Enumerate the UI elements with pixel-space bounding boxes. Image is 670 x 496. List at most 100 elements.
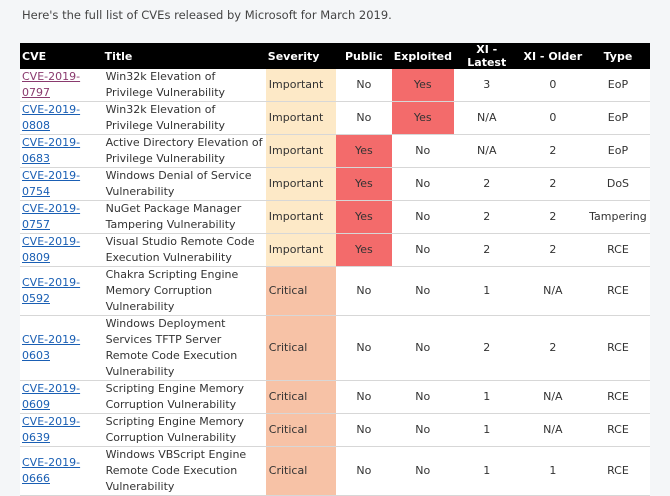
xi-latest-cell: N/A: [453, 134, 520, 168]
public-cell: Yes: [336, 167, 392, 201]
type-cell: EoP: [585, 69, 650, 102]
xi-older-cell: 2: [519, 167, 586, 201]
title-cell: Windows VBScript Engine Remote Code Exec…: [102, 446, 266, 496]
header-xi-latest: XI - Latest: [453, 43, 520, 69]
table-row: CVE-2019-0754 Windows Denial of Service V…: [20, 167, 650, 201]
table-row: CVE-2019-0797 Win32k Elevation of Privile…: [20, 69, 650, 102]
type-cell: RCE: [585, 413, 650, 447]
xi-latest-cell: 3: [453, 69, 520, 102]
cve-table: CVE Title Severity Public Exploited XI -…: [20, 43, 650, 496]
table-row: CVE-2019-0609 Scripting Engine Memory Cor…: [20, 380, 650, 414]
title-cell: Scripting Engine Memory Corruption Vulne…: [102, 413, 266, 447]
xi-latest-cell: 1: [453, 413, 520, 447]
title-cell: Chakra Scripting Engine Memory Corruptio…: [102, 266, 266, 316]
table-header-row: CVE Title Severity Public Exploited XI -…: [20, 43, 650, 69]
cve-link[interactable]: CVE-2019-0683: [22, 136, 81, 165]
xi-latest-cell: 1: [453, 380, 520, 414]
cve-link[interactable]: CVE-2019-0603: [22, 333, 81, 362]
title-cell: Windows Denial of Service Vulnerability: [102, 167, 266, 201]
page: Here's the full list of CVEs released by…: [20, 8, 650, 496]
xi-older-cell: 0: [519, 101, 586, 135]
header-severity: Severity: [265, 43, 336, 69]
severity-cell: Important: [265, 134, 336, 168]
exploited-cell: Yes: [391, 69, 454, 102]
type-cell: RCE: [585, 446, 650, 496]
intro-text: Here's the full list of CVEs released by…: [22, 8, 392, 22]
severity-cell: Important: [265, 200, 336, 234]
public-cell: No: [336, 101, 392, 135]
exploited-cell: No: [391, 380, 454, 414]
exploited-cell: Yes: [391, 101, 454, 135]
severity-cell: Important: [265, 69, 336, 102]
cve-cell: CVE-2019-0666: [20, 446, 103, 496]
public-cell: No: [336, 446, 392, 496]
xi-older-cell: 2: [519, 233, 586, 267]
severity-cell: Critical: [265, 380, 336, 414]
xi-latest-cell: 2: [453, 315, 520, 381]
cve-link[interactable]: CVE-2019-0639: [22, 415, 81, 444]
exploited-cell: No: [391, 413, 454, 447]
xi-latest-cell: 1: [453, 446, 520, 496]
public-cell: No: [336, 69, 392, 102]
xi-latest-cell: 2: [453, 233, 520, 267]
table-row: CVE-2019-0809 Visual Studio Remote Code E…: [20, 233, 650, 267]
exploited-cell: No: [391, 446, 454, 496]
cve-link[interactable]: CVE-2019-0809: [22, 235, 81, 264]
cve-link[interactable]: CVE-2019-0797: [22, 70, 81, 99]
xi-older-cell: N/A: [519, 413, 586, 447]
title-cell: NuGet Package Manager Tampering Vulnerab…: [102, 200, 266, 234]
xi-latest-cell: 2: [453, 167, 520, 201]
severity-cell: Critical: [265, 315, 336, 381]
title-cell: Windows Deployment Services TFTP Server …: [102, 315, 266, 381]
cve-cell: CVE-2019-0808: [20, 101, 103, 135]
header-xi-older: XI - Older: [519, 43, 586, 69]
table-row: CVE-2019-0639 Scripting Engine Memory Cor…: [20, 413, 650, 447]
title-cell: Scripting Engine Memory Corruption Vulne…: [102, 380, 266, 414]
header-title: Title: [102, 43, 266, 69]
table-row: CVE-2019-0757 NuGet Package Manager Tampe…: [20, 200, 650, 234]
cve-link[interactable]: CVE-2019-0754: [22, 169, 81, 198]
exploited-cell: No: [391, 167, 454, 201]
severity-cell: Critical: [265, 446, 336, 496]
cve-link[interactable]: CVE-2019-0666: [22, 456, 81, 485]
header-public: Public: [336, 43, 392, 69]
cve-link[interactable]: CVE-2019-0592: [22, 276, 81, 305]
xi-latest-cell: N/A: [453, 101, 520, 135]
type-cell: RCE: [585, 380, 650, 414]
public-cell: Yes: [336, 134, 392, 168]
public-cell: No: [336, 413, 392, 447]
public-cell: Yes: [336, 233, 392, 267]
table-row: CVE-2019-0683 Active Directory Elevation …: [20, 134, 650, 168]
table-row: CVE-2019-0666 Windows VBScript Engine Rem…: [20, 446, 650, 496]
exploited-cell: No: [391, 266, 454, 316]
type-cell: EoP: [585, 101, 650, 135]
cve-cell: CVE-2019-0603: [20, 315, 103, 381]
xi-older-cell: 2: [519, 200, 586, 234]
header-type: Type: [585, 43, 650, 69]
title-cell: Active Directory Elevation of Privilege …: [102, 134, 266, 168]
type-cell: RCE: [585, 266, 650, 316]
table-row: CVE-2019-0808 Win32k Elevation of Privile…: [20, 101, 650, 135]
table-row: CVE-2019-0603 Windows Deployment Services…: [20, 315, 650, 381]
type-cell: EoP: [585, 134, 650, 168]
cve-link[interactable]: CVE-2019-0757: [22, 202, 81, 231]
xi-older-cell: 0: [519, 69, 586, 102]
cve-cell: CVE-2019-0797: [20, 69, 103, 102]
header-cve: CVE: [20, 43, 103, 69]
cve-cell: CVE-2019-0609: [20, 380, 103, 414]
type-cell: DoS: [585, 167, 650, 201]
cve-cell: CVE-2019-0592: [20, 266, 103, 316]
exploited-cell: No: [391, 315, 454, 381]
severity-cell: Important: [265, 101, 336, 135]
exploited-cell: No: [391, 200, 454, 234]
header-exploited: Exploited: [391, 43, 454, 69]
public-cell: Yes: [336, 200, 392, 234]
severity-cell: Critical: [265, 413, 336, 447]
cve-cell: CVE-2019-0754: [20, 167, 103, 201]
xi-older-cell: 2: [519, 315, 586, 381]
type-cell: RCE: [585, 233, 650, 267]
cve-link[interactable]: CVE-2019-0609: [22, 382, 81, 411]
type-cell: RCE: [585, 315, 650, 381]
cve-link[interactable]: CVE-2019-0808: [22, 103, 81, 132]
title-cell: Win32k Elevation of Privilege Vulnerabil…: [102, 69, 266, 102]
